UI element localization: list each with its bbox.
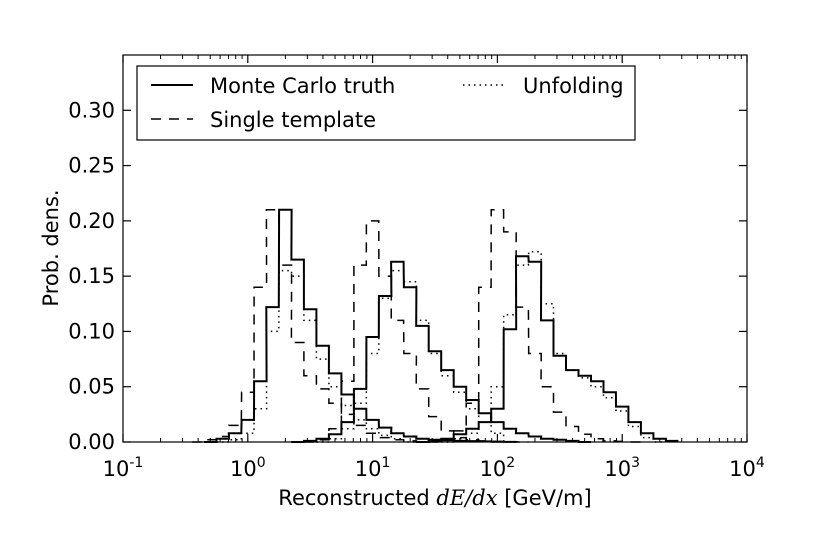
y-tick-label-4: 0.20	[68, 209, 115, 233]
legend: Monte Carlo truth Unfolding Single templ…	[136, 65, 636, 141]
x-axis-title-prefix: Reconstructed	[278, 486, 436, 510]
legend-box	[136, 65, 636, 141]
x-tick-label-4: 103	[604, 455, 640, 481]
series-single-template-peak-2	[303, 220, 529, 443]
y-tick-label-3: 0.15	[68, 264, 115, 288]
x-tick-label-3: 102	[480, 455, 516, 481]
x-axis-title: Reconstructed dE/dx [GeV/m]	[278, 486, 591, 510]
series-unfolding-peak-2	[316, 269, 517, 443]
x-tick-label-0: 10-1	[103, 455, 144, 481]
x-axis-title-suffix: [GeV/m]	[498, 486, 592, 510]
series-monte-carlo-truth-peak-1	[204, 208, 517, 443]
legend-label-monte-carlo-truth: Monte Carlo truth	[210, 74, 395, 98]
legend-label-single-template: Single template	[210, 108, 376, 132]
x-tick-label-2: 101	[355, 455, 391, 481]
x-axis-title-math: dE/dx	[436, 486, 497, 510]
series-monte-carlo-truth-peak-3	[416, 255, 679, 443]
series-layer	[191, 208, 679, 443]
y-tick-label-6: 0.30	[68, 98, 115, 122]
series-single-template-peak-1	[191, 209, 429, 443]
series-unfolding-peak-1	[216, 269, 417, 443]
y-tick-label-0: 0.00	[68, 430, 115, 454]
x-tick-label-1: 100	[230, 455, 266, 481]
series-single-template-peak-3	[428, 209, 641, 443]
series-unfolding-peak-3	[441, 251, 666, 443]
y-axis-title: Prob. dens.	[39, 189, 63, 306]
y-tick-label-1: 0.05	[68, 375, 115, 399]
y-tick-label-2: 0.10	[68, 319, 115, 343]
ticks-layer: 10-1 100 101 102 103 104 0.00 0.05 0.10 0.15 0.20 0…	[68, 55, 765, 481]
x-tick-label-5: 104	[729, 455, 765, 481]
y-tick-label-5: 0.25	[68, 154, 115, 178]
legend-label-unfolding: Unfolding	[523, 74, 624, 98]
plot-frame	[122, 54, 748, 443]
